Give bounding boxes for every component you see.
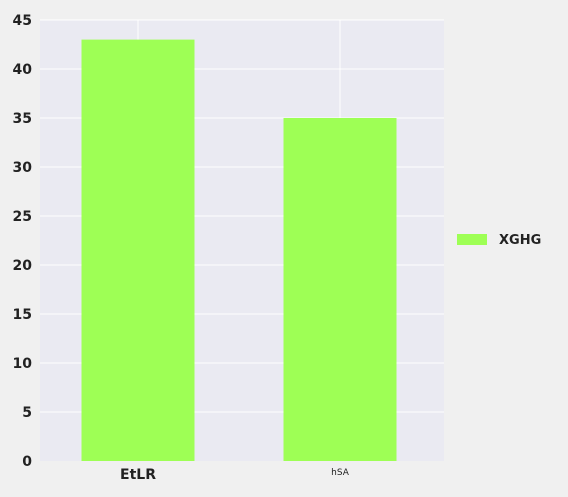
y-tick-label: 0 <box>22 454 32 470</box>
x-tick-label: EtLR <box>120 467 156 483</box>
x-tick-label: hSA <box>331 468 350 478</box>
y-tick-label: 40 <box>13 62 33 78</box>
y-tick-label: 15 <box>13 307 32 323</box>
y-tick-label: 45 <box>13 13 32 29</box>
bar-etlr <box>81 39 195 461</box>
legend-label-xghg: XGHG <box>499 233 541 248</box>
y-axis-ticks: 0 5 10 15 20 25 30 35 40 45 <box>13 13 33 470</box>
bars <box>81 39 397 461</box>
legend-swatch-xghg <box>457 234 487 245</box>
bar-hsa <box>283 118 397 461</box>
x-axis-ticks: EtLR hSA <box>120 467 350 483</box>
y-tick-label: 10 <box>13 356 33 372</box>
y-tick-label: 20 <box>13 258 33 274</box>
y-tick-label: 35 <box>13 111 32 127</box>
y-tick-label: 30 <box>13 160 33 176</box>
y-tick-label: 5 <box>22 405 32 421</box>
y-tick-label: 25 <box>13 209 32 225</box>
legend: XGHG <box>457 233 541 248</box>
